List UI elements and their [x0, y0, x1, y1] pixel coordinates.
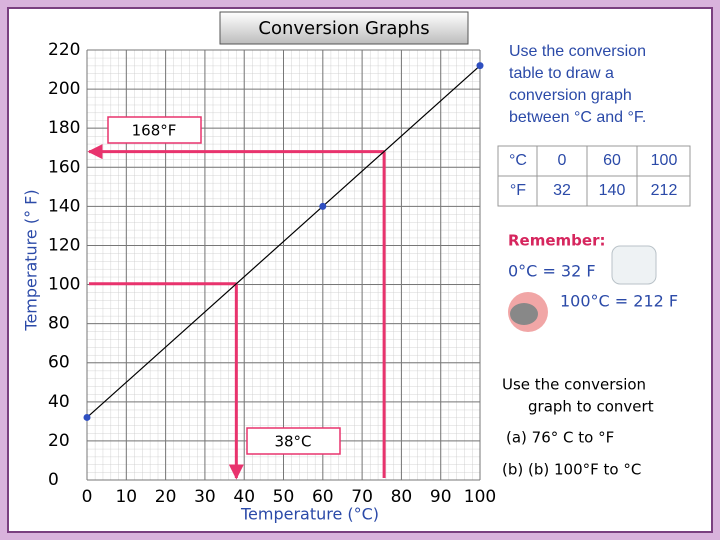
- table-cell: 32: [553, 182, 571, 199]
- annotation-label: 38°C: [274, 433, 311, 451]
- reminder-line: 0°C = 32 F: [508, 262, 596, 281]
- x-tick-label: 50: [273, 487, 295, 507]
- y-tick-label: 120: [48, 235, 80, 255]
- task-line: graph to convert: [528, 398, 654, 416]
- x-tick-label: 30: [194, 487, 216, 507]
- y-tick-label: 60: [48, 353, 70, 373]
- title-box: [219, 11, 469, 45]
- table-cell: °F: [510, 182, 526, 199]
- table-cell: 0: [558, 152, 567, 169]
- y-tick-label: 20: [48, 431, 70, 451]
- data-point: [319, 202, 327, 210]
- y-axis-label: Temperature (° F): [22, 189, 41, 331]
- data-point: [476, 62, 484, 70]
- y-tick-label: 220: [48, 40, 80, 60]
- instructions: Use the conversion table to draw a convers…: [509, 43, 646, 126]
- y-tick-label: 0: [48, 470, 59, 490]
- x-tick-label: 0: [82, 487, 93, 507]
- table-cell: 212: [651, 182, 678, 199]
- task-item: (a) 76° C to °F: [506, 429, 614, 447]
- instruction-line: Use the conversion: [509, 43, 646, 60]
- x-tick-label: 80: [391, 487, 413, 507]
- y-tick-label: 100: [48, 275, 80, 295]
- y-tick-label: 200: [48, 79, 80, 99]
- chart-title: Conversion Graphs: [258, 18, 429, 39]
- reminder-line: 100°C = 212 F: [560, 292, 678, 311]
- reminder-title: Remember:: [508, 232, 605, 250]
- instruction-line: conversion graph: [509, 87, 632, 104]
- x-tick-label: 20: [155, 487, 177, 507]
- ice-icon: [611, 245, 657, 285]
- annotation-box: [107, 116, 202, 144]
- y-tick-label: 40: [48, 392, 70, 412]
- y-tick-label: 140: [48, 196, 80, 216]
- y-tick-label: 180: [48, 118, 80, 138]
- y-tick-label: 160: [48, 157, 80, 177]
- table-cell: 100: [651, 152, 678, 169]
- task-line: Use the conversion: [502, 376, 646, 394]
- x-tick-label: 100: [464, 487, 496, 507]
- x-tick-label: 70: [351, 487, 373, 507]
- task-item: (b) (b) 100°F to °C: [502, 461, 641, 479]
- table-cell: 60: [603, 152, 621, 169]
- table-cell: 140: [599, 182, 626, 199]
- x-tick-label: 10: [115, 487, 137, 507]
- table-cell: °C: [509, 152, 527, 169]
- x-tick-label: 60: [312, 487, 334, 507]
- x-tick-label: 90: [430, 487, 452, 507]
- annotation-label: 168°F: [132, 122, 177, 140]
- y-tick-label: 80: [48, 314, 70, 334]
- annotation-box: [246, 427, 341, 455]
- kettle-icon: [508, 292, 548, 332]
- x-axis-label: Temperature (°C): [240, 505, 379, 524]
- x-tick-label: 40: [233, 487, 255, 507]
- instruction-line: between °C and °F.: [509, 109, 646, 126]
- data-point: [83, 413, 91, 421]
- instruction-line: table to draw a: [509, 65, 614, 82]
